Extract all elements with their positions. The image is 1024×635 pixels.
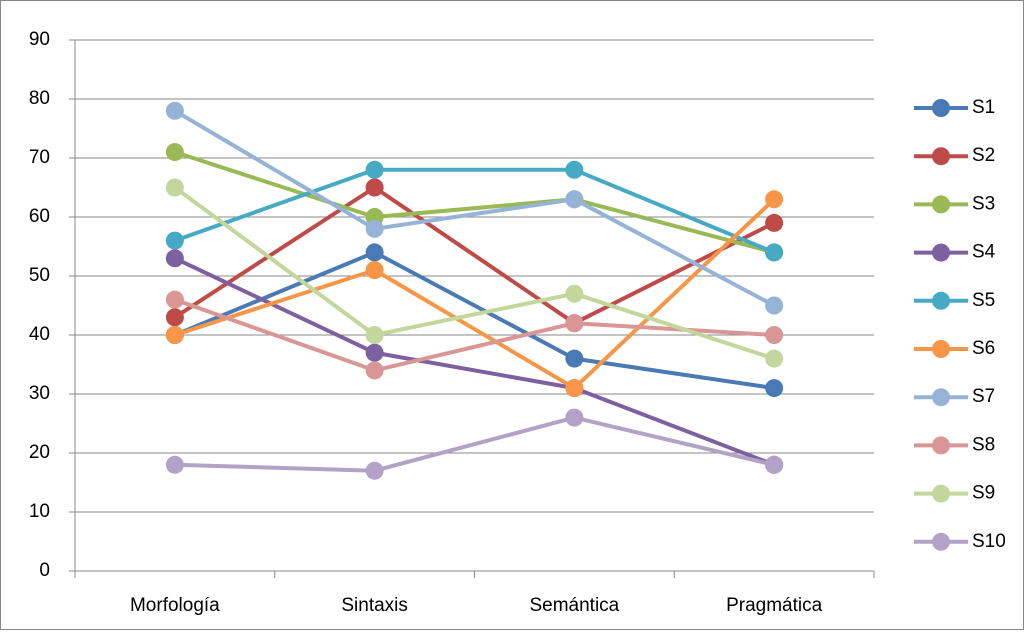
x-tick-label: Semántica (529, 595, 619, 616)
data-point (565, 349, 584, 368)
y-tick-label: 50 (29, 265, 50, 286)
legend-marker (932, 195, 950, 214)
data-point (365, 461, 384, 480)
legend-marker (932, 436, 950, 455)
data-point (165, 101, 184, 120)
data-point (565, 160, 584, 179)
legend-label: S9 (972, 483, 995, 504)
data-point (565, 408, 584, 427)
series-line (174, 415, 775, 473)
series-line (174, 297, 775, 373)
x-tick-label: Sintaxis (341, 595, 408, 616)
y-tick-label: 30 (29, 383, 50, 404)
data-point (765, 213, 784, 232)
data-point (365, 219, 384, 238)
data-point (165, 249, 184, 268)
series-line (174, 167, 775, 255)
legend-marker (932, 484, 950, 503)
series-line (174, 250, 775, 391)
legend-marker (932, 291, 950, 310)
legend-label: S2 (972, 145, 995, 166)
data-point (765, 349, 784, 368)
y-tick-label: 90 (29, 29, 50, 50)
data-point (365, 261, 384, 280)
data-point (365, 243, 384, 262)
data-point (165, 308, 184, 327)
legend-label: S10 (972, 531, 1006, 552)
x-tick-label: Pragmática (726, 595, 823, 616)
legend-marker (932, 99, 950, 117)
x-tick-label: Morfología (130, 595, 220, 616)
legend-label: S3 (972, 193, 995, 214)
legend-label: S6 (972, 338, 995, 359)
data-point (365, 343, 384, 362)
legend-marker (932, 532, 950, 551)
data-point (165, 231, 184, 250)
data-point (165, 326, 184, 344)
series-line (173, 185, 775, 361)
data-point (765, 296, 784, 315)
y-tick-label: 10 (29, 501, 50, 522)
data-point (565, 314, 584, 333)
data-point (765, 190, 784, 209)
data-point (365, 178, 384, 197)
data-point (765, 455, 784, 474)
data-point (565, 379, 584, 398)
y-tick-label: 20 (29, 442, 50, 463)
legend-label: S5 (972, 290, 995, 311)
y-tick-label: 80 (29, 88, 50, 109)
data-point (765, 326, 784, 344)
data-point (765, 379, 784, 398)
y-tick-label: 0 (39, 560, 50, 581)
data-point (365, 326, 384, 344)
legend-label: S1 (972, 97, 995, 118)
legend-label: S4 (972, 242, 996, 263)
legend-marker (932, 147, 950, 166)
data-point (165, 143, 184, 162)
series-line (174, 150, 775, 255)
series-line (174, 197, 776, 391)
data-point (365, 160, 384, 179)
y-tick-label: 70 (29, 147, 50, 168)
series-line (173, 185, 776, 326)
data-point (165, 290, 184, 309)
legend-marker (932, 388, 950, 407)
series-line (173, 109, 776, 308)
y-tick-label: 40 (29, 324, 50, 345)
legend-marker (932, 340, 950, 358)
y-tick-label: 60 (29, 206, 50, 227)
series-line (174, 256, 775, 467)
legend-label: S7 (972, 386, 995, 407)
data-point (365, 361, 384, 380)
legend-label: S8 (972, 434, 995, 455)
legend-marker (932, 243, 950, 262)
data-point (165, 455, 184, 474)
data-point (565, 284, 584, 303)
data-point (165, 178, 184, 197)
data-point (765, 243, 784, 262)
data-point (565, 190, 584, 209)
